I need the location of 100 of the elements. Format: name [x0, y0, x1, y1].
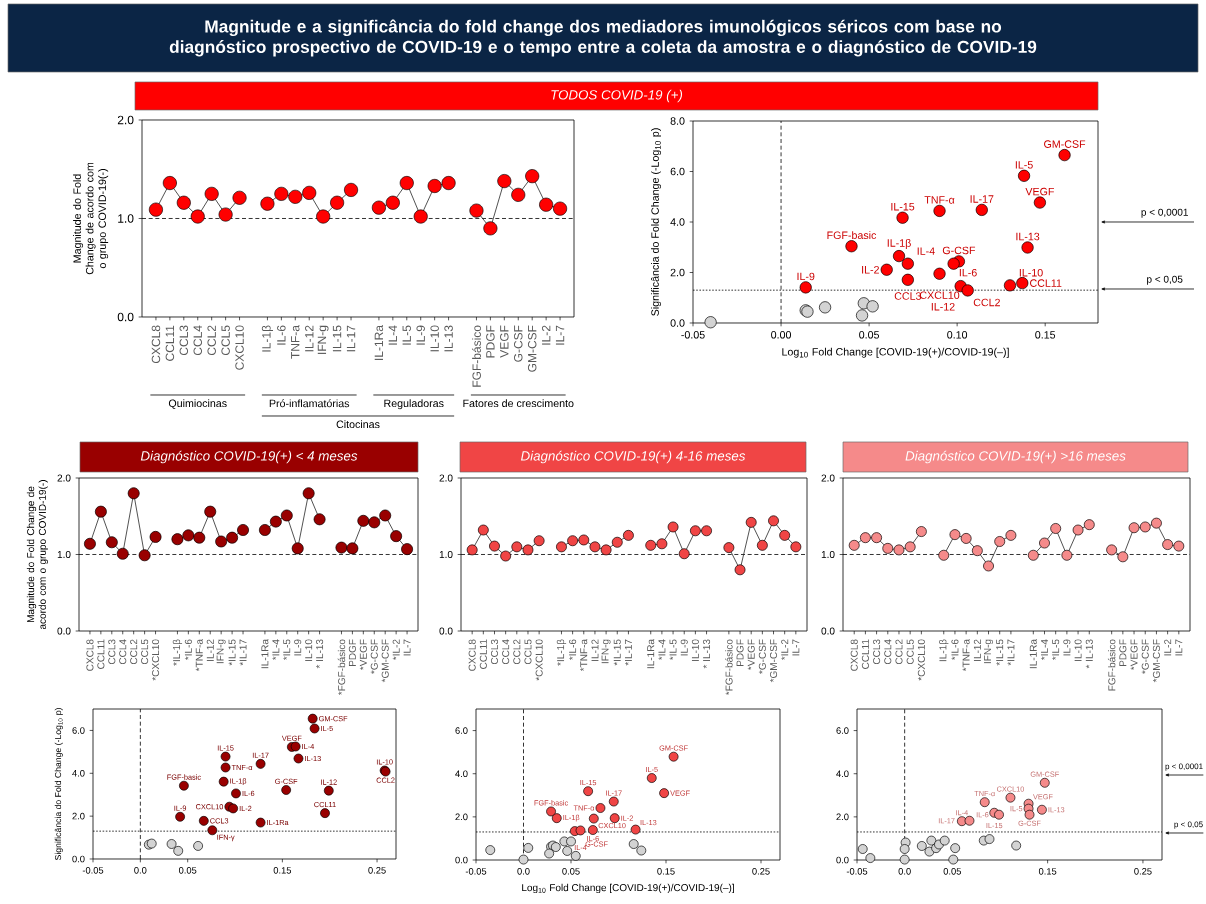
x-tick-label: IL-2	[541, 325, 551, 345]
x-tick-label: CCL3	[108, 639, 116, 665]
x-tick-label: *IL-17	[624, 639, 632, 666]
x-tick-label: CCL4	[119, 639, 127, 665]
x-tick-label: -0.05	[681, 331, 705, 339]
data-label: VEGF	[1025, 187, 1054, 196]
x-tick-label: PDGF	[1119, 639, 1127, 666]
y-tick-label: 6.0	[455, 727, 468, 734]
y-tick-label: 8.0	[670, 117, 685, 125]
x-tick-label: CXCL8	[86, 639, 94, 671]
x-tick-label: IL-7	[555, 325, 565, 345]
x-tick-label: *IL-1β	[556, 639, 567, 666]
x-tick-label: CCL2	[130, 639, 138, 665]
x-tick-label: 0.10	[947, 331, 968, 339]
x-tick-label: *FGF-básico	[725, 639, 733, 695]
y-tick-label: 0.0	[117, 312, 134, 322]
x-tick-label: IL-12	[206, 639, 214, 661]
x-tick-label: *GM-CSF	[381, 639, 389, 683]
data-label: IL-2	[862, 266, 879, 274]
x-tick-label: IL-9	[294, 639, 302, 656]
data-label: CXCL10	[919, 291, 960, 299]
x-tick-label: IL-10	[691, 639, 699, 661]
x-tick-label: IL-9	[680, 639, 688, 656]
x-tick-label: 0.15	[273, 867, 292, 874]
x-tick-label: CCL3	[490, 639, 499, 665]
x-tick-label: *IL-1β	[172, 639, 183, 666]
x-tick-label: *IL-5	[669, 639, 677, 660]
data-label: CCL3	[894, 292, 921, 300]
x-tick-label: G-CSF	[514, 325, 523, 362]
x-tick-label: PDGF	[486, 325, 495, 358]
x-tick-label: GM-CSF	[527, 325, 537, 372]
x-tick-label: IL-12	[305, 325, 314, 352]
x-tick-label: IL-10	[305, 639, 313, 661]
y-tick-label: 2.0	[670, 268, 685, 277]
x-tick-label: IL-15	[332, 325, 342, 352]
x-tick-label: CCL2	[207, 325, 216, 356]
x-tick-label: *IL-5	[1052, 639, 1060, 660]
x-tick-label: IL-10	[430, 325, 439, 352]
x-tick-label: * IL-13	[1085, 639, 1093, 669]
x-tick-label: IL-6	[277, 325, 286, 345]
x-tick-label: IL-2	[1164, 639, 1172, 656]
x-axis-title: Log$_{10}$ Fold Change [COVID-19(+)/COVID-19(–)]	[522, 883, 734, 894]
x-tick-label: *G-CSF	[1141, 639, 1149, 674]
x-tick-label: CCL5	[906, 639, 914, 665]
data-label: IL-1β	[887, 238, 911, 249]
chart-title: Diagnóstico COVID-19(+) 4-16 meses	[520, 450, 746, 464]
y-tick-label: 0.0	[72, 855, 85, 863]
y-axis-title: Magnitude do Fold Change de acordo com o grupo COVID-19(-)	[73, 162, 109, 275]
x-tick-label: *IL-17	[239, 639, 247, 666]
x-tick-label: TNF-a	[291, 325, 300, 359]
x-tick-label: CXCL10	[235, 325, 244, 370]
data-label: IL-6	[959, 268, 977, 277]
x-tick-label: FGF-básico	[471, 325, 481, 387]
text: Quimiocinas	[168, 399, 227, 409]
x-tick-label: IL-7	[792, 639, 800, 656]
y-tick-label: 0.0	[836, 856, 849, 864]
x-tick-label: *IL-15	[613, 639, 621, 666]
x-tick-label: 0.05	[943, 868, 961, 875]
text: Citocinas	[336, 420, 380, 429]
x-tick-label: *IL-6	[184, 639, 192, 660]
x-tick-label: IL-1β	[939, 639, 949, 662]
data-label: TNF-α	[924, 196, 955, 204]
x-tick-label: -0.05	[465, 868, 487, 875]
data-label: FGF-basic	[827, 231, 877, 240]
x-tick-label: IL-4	[388, 325, 397, 345]
y-axis-title: Significância do Fold Change (-Log$_{10}$ p)	[651, 128, 661, 316]
x-tick-label: *CXCL10	[535, 639, 543, 681]
y-tick-label: 2.0	[455, 813, 468, 821]
x-tick-label: IL-1Ra	[1029, 639, 1037, 669]
x-tick-label: CCL11	[97, 639, 105, 669]
x-tick-label: IL-1Ra	[374, 325, 384, 360]
y-axis-title: Magnitude do Fold Change de acordo com o grupo COVID-19(-)	[26, 480, 48, 630]
x-tick-label: IFN-g	[984, 639, 993, 664]
x-tick-label: 0.15	[657, 868, 675, 875]
data-label: G-CSF	[942, 246, 976, 255]
x-tick-label: *VEGF	[1130, 639, 1138, 670]
x-tick-label: *IL-4	[658, 639, 666, 660]
x-tick-label: 0.00	[771, 331, 792, 339]
y-tick-label: 6.0	[670, 167, 685, 176]
x-tick-label: CCL4	[884, 639, 892, 665]
x-tick-label: IL-1β	[261, 325, 274, 352]
x-tick-label: PDGF	[348, 639, 356, 667]
x-tick-label: CCL11	[479, 639, 487, 669]
y-tick-label: 2.0	[57, 474, 71, 482]
chart-title: Diagnóstico COVID-19(+) >16 meses	[905, 450, 1126, 464]
y-axis-title: Significância do Fold Change (-Log$_{10}$ p)	[54, 708, 63, 861]
data-label: IL-10	[1019, 268, 1043, 277]
x-tick-label: FGF-básico	[1107, 639, 1116, 691]
x-tick-label: -0.05	[82, 867, 104, 874]
x-tick-label: * IL-13	[316, 639, 324, 669]
x-tick-label: 0.25	[752, 868, 770, 875]
x-tick-label: CCL5	[221, 325, 230, 356]
y-tick-label: 2.0	[821, 474, 835, 482]
y-tick-label: 2.0	[439, 474, 453, 482]
y-tick-label: 0.0	[670, 319, 685, 327]
x-tick-label: 0.0	[898, 868, 911, 875]
x-tick-label: VEGF	[500, 325, 509, 358]
data-label: IL-15	[891, 203, 915, 211]
x-tick-label: 0.0	[134, 867, 147, 874]
y-tick-label: 0.0	[439, 627, 453, 635]
